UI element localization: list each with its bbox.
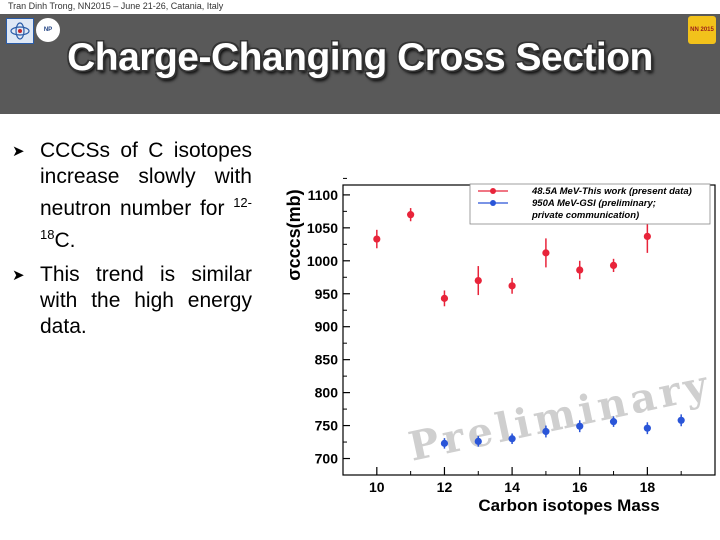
y-tick-label: 750 — [315, 418, 339, 434]
legend-marker-1 — [490, 188, 496, 194]
legend-label-1: 48.5A MeV-This work (present data) — [531, 186, 692, 197]
cross-section-chart: Preliminary 700 750 800 850 900 950 1000 1050 110… — [0, 0, 720, 540]
x-tick-label: 14 — [504, 479, 520, 495]
data-point-series-2 — [542, 428, 549, 435]
data-point-series-2 — [644, 425, 651, 432]
preliminary-watermark: Preliminary — [405, 361, 716, 471]
y-axis-label: σcccs(mb) — [284, 189, 304, 280]
data-point-series-1 — [542, 249, 549, 256]
data-point-series-2 — [508, 435, 515, 442]
data-point-series-2 — [610, 418, 617, 425]
data-point-series-1 — [576, 266, 583, 273]
x-tick-label: 18 — [640, 479, 656, 495]
data-point-series-1 — [373, 235, 380, 242]
y-tick-label: 700 — [315, 451, 339, 467]
data-point-series-1 — [508, 282, 515, 289]
y-tick-label: 1050 — [307, 220, 338, 236]
x-tick-label: 10 — [369, 479, 385, 495]
x-tick-label: 12 — [437, 479, 453, 495]
y-tick-label: 800 — [315, 385, 339, 401]
y-tick-label: 900 — [315, 319, 339, 335]
legend-marker-2 — [490, 200, 496, 206]
data-point-series-2 — [576, 423, 583, 430]
data-point-series-2 — [441, 440, 448, 447]
data-point-series-1 — [407, 211, 414, 218]
data-point-series-1 — [644, 233, 651, 240]
x-tick-label: 16 — [572, 479, 588, 495]
data-point-series-1 — [441, 295, 448, 302]
y-tick-label: 1000 — [307, 253, 338, 269]
data-point-series-2 — [475, 438, 482, 445]
y-tick-label: 950 — [315, 286, 339, 302]
data-point-series-1 — [475, 277, 482, 284]
data-point-series-2 — [678, 417, 685, 424]
x-axis-label: Carbon isotopes Mass — [478, 496, 659, 515]
legend-label-3: private communication) — [531, 210, 639, 221]
data-point-series-1 — [610, 262, 617, 269]
y-tick-label: 850 — [315, 352, 339, 368]
y-tick-label: 1100 — [308, 187, 339, 203]
legend-label-2: 950A MeV-GSI (preliminary; — [532, 198, 656, 209]
